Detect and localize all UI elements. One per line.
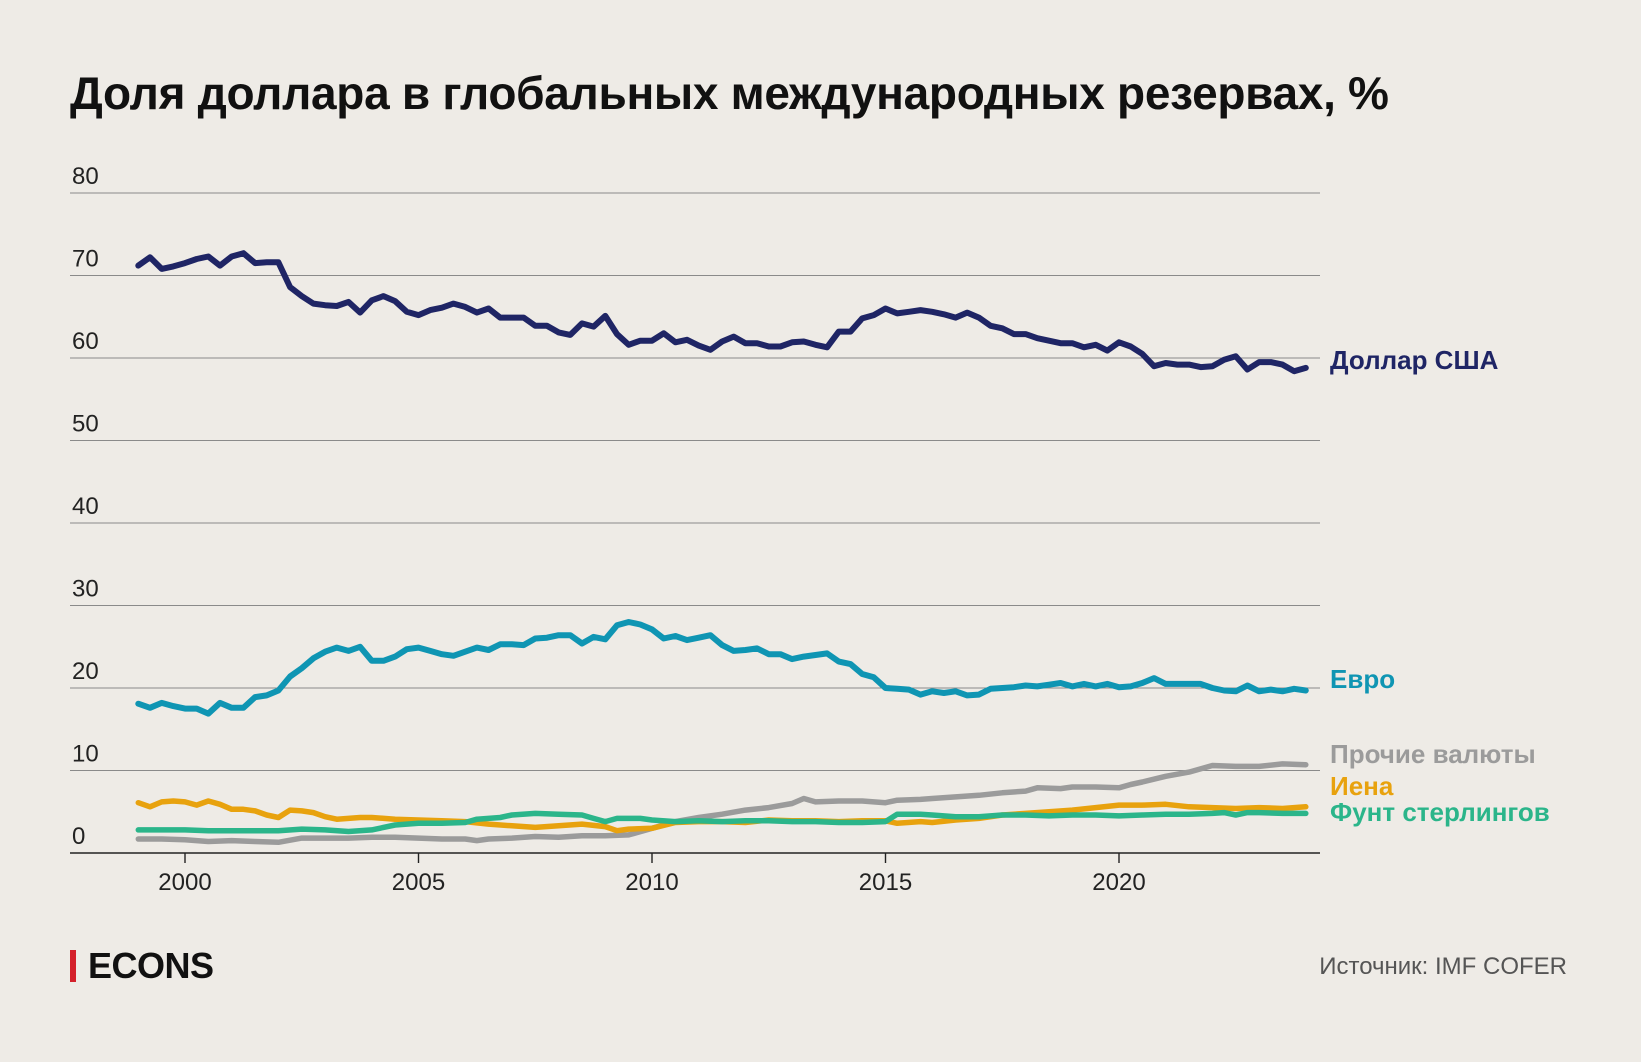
y-tick-label-80: 80	[72, 163, 99, 190]
x-axis: 2000 2005 2010 2015 2020	[158, 853, 1146, 896]
y-tick-label-0: 0	[72, 823, 85, 850]
series-label-3: Иена	[1330, 771, 1394, 801]
logo-bar	[70, 950, 76, 982]
logo-text: ECONS	[88, 945, 214, 986]
series-label-4: Фунт стерлингов	[1330, 797, 1550, 827]
y-tick-label-40: 40	[72, 493, 99, 520]
y-tick-label-70: 70	[72, 246, 99, 273]
x-tick-label-2015: 2015	[859, 869, 912, 896]
y-axis-tick-labels: 0 10 20 30 40 50 60 70 80	[72, 163, 99, 850]
series-line-0	[135, 250, 1309, 375]
series-line-3	[135, 798, 1309, 834]
series-line-1	[135, 619, 1309, 717]
y-tick-label-50: 50	[72, 411, 99, 438]
y-tick-label-10: 10	[72, 741, 99, 768]
y-tick-label-60: 60	[72, 328, 99, 355]
series-line-2	[135, 761, 1309, 846]
source-note: Источник: IMF COFER	[1319, 953, 1567, 980]
series-line-4	[135, 809, 1309, 835]
x-tick-label-2010: 2010	[625, 869, 678, 896]
grid-lines	[70, 192, 1320, 854]
econs-logo: ECONS	[70, 945, 214, 987]
y-tick-label-30: 30	[72, 576, 99, 603]
y-tick-label-20: 20	[72, 658, 99, 685]
x-tick-label-2020: 2020	[1092, 869, 1145, 896]
x-tick-label-2005: 2005	[392, 869, 445, 896]
series-label-2: Прочие валюты	[1330, 739, 1536, 769]
chart-title: Доля доллара в глобальных международных …	[70, 67, 1389, 119]
series-label-0: Доллар США	[1330, 345, 1499, 375]
series-label-1: Евро	[1330, 664, 1395, 694]
series-lines	[135, 250, 1309, 846]
x-tick-label-2000: 2000	[158, 869, 211, 896]
